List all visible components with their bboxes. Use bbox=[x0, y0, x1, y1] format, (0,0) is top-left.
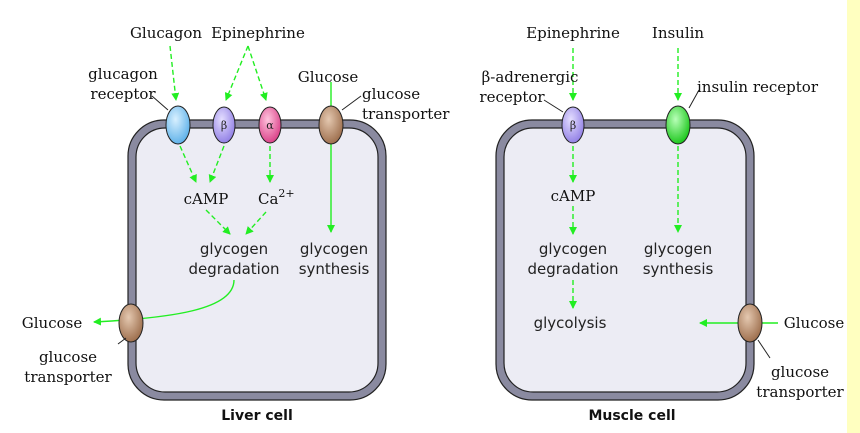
label-synthesis-muscle-1: glycogen bbox=[644, 240, 712, 258]
label-glucagon-receptor-1: glucagon bbox=[88, 65, 158, 83]
liver-cell: β α Glucagon Epinephrine Glucose glucago… bbox=[22, 24, 450, 424]
arrow-beta-to-camp bbox=[208, 145, 225, 183]
arrow-calcium-to-degradation bbox=[245, 211, 267, 235]
calcium-superscript: 2+ bbox=[278, 187, 294, 200]
pointer-transporter-bottom bbox=[117, 337, 127, 345]
beta-adrenergic-receptor bbox=[561, 106, 585, 144]
beta-receptor-liver bbox=[212, 106, 236, 144]
label-camp-liver: cAMP bbox=[184, 190, 229, 208]
glucagon-receptor bbox=[165, 105, 191, 145]
label-glucose-in-muscle: Glucose bbox=[784, 314, 845, 332]
label-transporter-bottom-1: glucose bbox=[39, 348, 97, 366]
caption-liver-cell: Liver cell bbox=[221, 408, 293, 424]
label-transporter-muscle-1: glucose bbox=[771, 363, 829, 381]
alpha-symbol: α bbox=[266, 119, 274, 132]
arrow-glucagon-to-receptor bbox=[169, 45, 180, 101]
glucose-transporter-top bbox=[318, 105, 344, 145]
label-transporter-muscle-2: transporter bbox=[756, 383, 844, 401]
label-beta-adrenergic-2: receptor bbox=[479, 88, 545, 106]
label-epinephrine-liver: Epinephrine bbox=[211, 24, 305, 42]
label-degradation-liver-1: glycogen bbox=[200, 240, 268, 258]
side-margin-strip bbox=[847, 0, 860, 433]
label-glycolysis: glycolysis bbox=[534, 314, 607, 332]
beta-symbol-liver: β bbox=[221, 119, 227, 132]
label-transporter-bottom-2: transporter bbox=[24, 368, 112, 386]
liver-cell-cytoplasm bbox=[135, 127, 379, 393]
muscle-cell-cytoplasm bbox=[503, 127, 747, 393]
pointer-transporter-top bbox=[341, 95, 362, 111]
beta-symbol-muscle: β bbox=[570, 119, 576, 132]
label-transporter-top-1: glucose bbox=[362, 85, 420, 103]
label-degradation-muscle-2: degradation bbox=[527, 260, 618, 278]
label-insulin-receptor: insulin receptor bbox=[697, 78, 819, 96]
label-epinephrine-muscle: Epinephrine bbox=[526, 24, 620, 42]
calcium-base: Ca bbox=[258, 190, 278, 208]
label-calcium: Ca2+ bbox=[258, 187, 295, 208]
label-glucose-out: Glucose bbox=[22, 314, 83, 332]
label-insulin: Insulin bbox=[652, 24, 705, 42]
arrow-epinephrine-to-beta bbox=[224, 45, 249, 101]
glucose-transporter-bottom bbox=[118, 303, 144, 343]
pointer-beta-adrenergic-receptor bbox=[543, 99, 564, 113]
label-glucagon-receptor-2: receptor bbox=[90, 85, 156, 103]
arrow-camp-to-degradation bbox=[205, 209, 231, 235]
arrow-epinephrine-to-alpha bbox=[247, 45, 268, 101]
label-glucagon: Glucagon bbox=[130, 24, 202, 42]
glucose-transporter-muscle bbox=[737, 303, 763, 343]
insulin-receptor bbox=[665, 105, 691, 145]
label-degradation-muscle-1: glycogen bbox=[539, 240, 607, 258]
pointer-insulin-receptor bbox=[688, 89, 700, 109]
caption-muscle-cell: Muscle cell bbox=[588, 408, 675, 424]
pointer-glucagon-receptor bbox=[151, 95, 169, 111]
alpha-receptor bbox=[258, 106, 282, 144]
label-camp-muscle: cAMP bbox=[551, 187, 596, 205]
label-beta-adrenergic-1: β-adrenergic bbox=[482, 68, 579, 86]
label-transporter-top-2: transporter bbox=[362, 105, 450, 123]
pointer-transporter-muscle bbox=[757, 339, 771, 359]
label-synthesis-liver-2: synthesis bbox=[299, 260, 370, 278]
muscle-cell: β Epinephrine Insulin β-adrenergic recep… bbox=[479, 24, 844, 424]
label-synthesis-muscle-2: synthesis bbox=[643, 260, 714, 278]
label-glucose-in-liver: Glucose bbox=[298, 68, 359, 86]
label-degradation-liver-2: degradation bbox=[188, 260, 279, 278]
arrow-glucagon-receptor-to-camp bbox=[179, 145, 197, 183]
label-synthesis-liver-1: glycogen bbox=[300, 240, 368, 258]
